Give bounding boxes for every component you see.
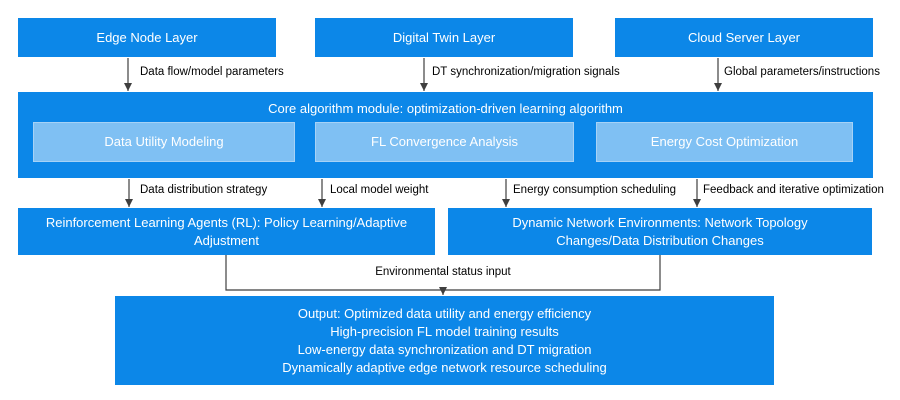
- energy-cost-optimization-box: Energy Cost Optimization: [596, 122, 853, 162]
- dynamic-network-box: Dynamic Network Environments: Network To…: [448, 208, 872, 255]
- arrow-label-global-params: Global parameters/instructions: [724, 66, 880, 78]
- digital-twin-layer-box: Digital Twin Layer: [315, 18, 573, 57]
- output-box: Output: Optimized data utility and energ…: [115, 296, 774, 385]
- arrow-label-dt-sync: DT synchronization/migration signals: [432, 66, 620, 78]
- arrow-label-local-model-weight: Local model weight: [330, 184, 429, 196]
- output-line-2: High-precision FL model training results: [330, 323, 559, 339]
- edge-node-layer-box: Edge Node Layer: [18, 18, 276, 57]
- core-module-box: Core algorithm module: optimization-driv…: [18, 92, 873, 178]
- output-line-4: Dynamically adaptive edge network resour…: [282, 359, 607, 375]
- output-line-3: Low-energy data synchronization and DT m…: [297, 341, 592, 357]
- output-line-1: Output: Optimized data utility and energ…: [297, 305, 592, 321]
- arrow-label-feedback-optimization: Feedback and iterative optimization: [703, 184, 884, 196]
- arrow-label-data-distribution: Data distribution strategy: [140, 184, 268, 196]
- data-utility-modeling-box: Data Utility Modeling: [33, 122, 295, 162]
- arrow-label-energy-scheduling: Energy consumption scheduling: [513, 184, 677, 196]
- cloud-server-layer-box: Cloud Server Layer: [615, 18, 873, 57]
- rl-agents-box: Reinforcement Learning Agents (RL): Poli…: [18, 208, 435, 255]
- arrow-label-environmental-status: Environmental status input: [375, 266, 511, 278]
- core-module-title: Core algorithm module: optimization-driv…: [268, 101, 623, 116]
- fl-convergence-analysis-box: FL Convergence Analysis: [315, 122, 574, 162]
- arrow-label-data-flow: Data flow/model parameters: [140, 66, 284, 78]
